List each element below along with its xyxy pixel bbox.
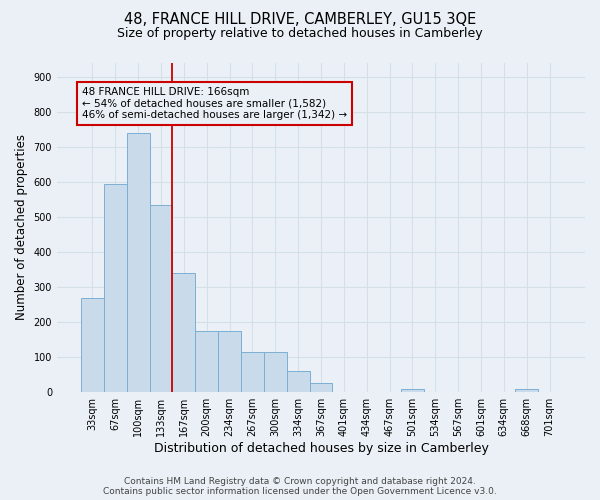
Bar — [149, 204, 172, 392]
Bar — [127, 132, 149, 392]
Bar — [195, 331, 218, 392]
Text: Size of property relative to detached houses in Camberley: Size of property relative to detached ho… — [117, 28, 483, 40]
Bar — [81, 298, 104, 392]
Text: 48 FRANCE HILL DRIVE: 166sqm
← 54% of detached houses are smaller (1,582)
46% of: 48 FRANCE HILL DRIVE: 166sqm ← 54% of de… — [82, 87, 347, 120]
Bar — [104, 184, 127, 392]
Bar — [310, 384, 332, 392]
Bar — [287, 371, 310, 392]
Text: 48, FRANCE HILL DRIVE, CAMBERLEY, GU15 3QE: 48, FRANCE HILL DRIVE, CAMBERLEY, GU15 3… — [124, 12, 476, 28]
Y-axis label: Number of detached properties: Number of detached properties — [15, 134, 28, 320]
Bar — [241, 352, 264, 392]
Bar — [218, 331, 241, 392]
X-axis label: Distribution of detached houses by size in Camberley: Distribution of detached houses by size … — [154, 442, 488, 455]
Bar — [401, 388, 424, 392]
Bar — [172, 273, 195, 392]
Text: Contains HM Land Registry data © Crown copyright and database right 2024.
Contai: Contains HM Land Registry data © Crown c… — [103, 476, 497, 496]
Bar — [515, 388, 538, 392]
Bar — [264, 352, 287, 392]
